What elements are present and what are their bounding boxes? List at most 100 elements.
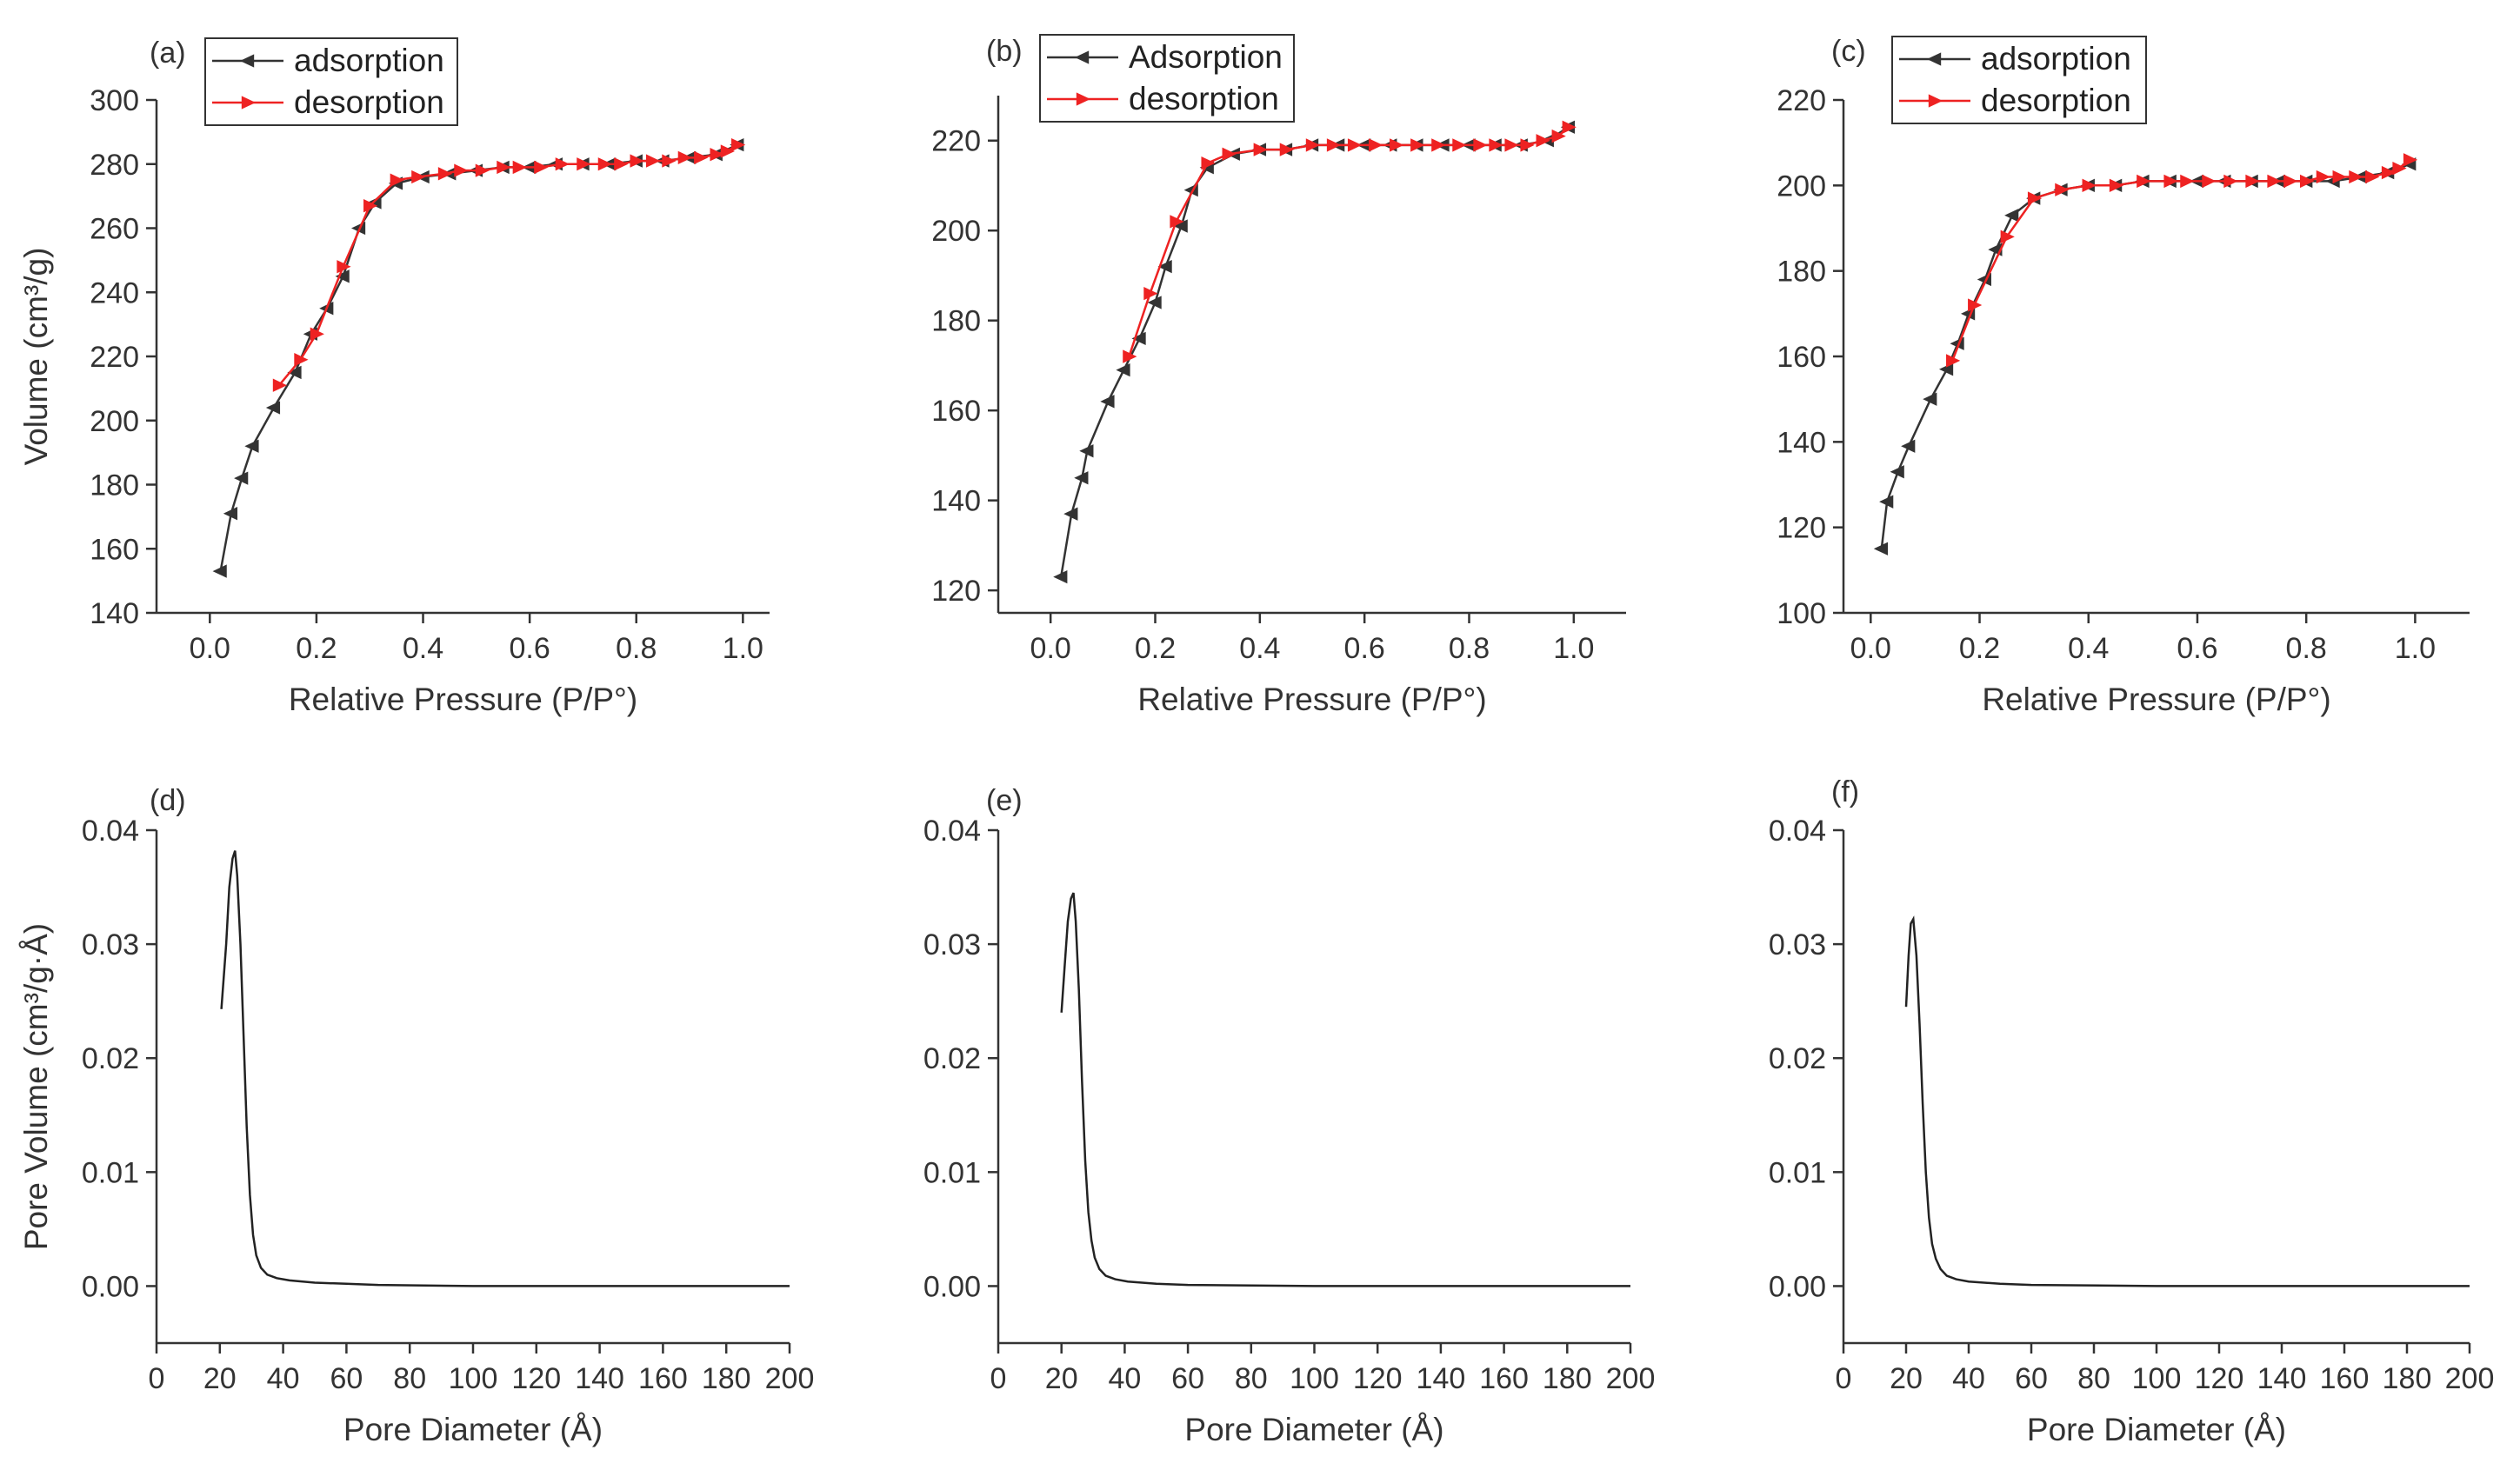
desorption-point [2299,174,2315,189]
desorption-point [1170,215,1184,229]
legend-label: adsorption [294,43,444,78]
desorption-point [390,173,404,187]
adsorption-point [1074,471,1089,485]
legend-label: desorption [1981,83,2131,118]
adsorption-point [335,269,350,283]
legend-box [204,37,458,126]
y-tick-label: 200 [90,405,139,438]
x-axis-title: Relative Pressure (P/P°) [1137,682,1486,717]
desorption-point [2202,174,2217,189]
y-tick-label: 0.03 [82,928,139,961]
y-tick-label: 160 [931,395,981,428]
x-tick-label: 0.0 [190,632,230,665]
y-tick-label: 300 [90,84,139,117]
desorption-point [555,157,570,171]
x-tick-label: 120 [2195,1362,2244,1395]
adsorption-point [265,401,281,415]
adsorption-point [244,439,259,453]
desorption-point [614,157,629,171]
desorption-point [454,163,469,177]
desorption-point [2403,153,2418,167]
y-tick-label: 180 [931,305,981,338]
x-tick-label: 20 [203,1362,237,1395]
desorption-point [1968,298,1983,312]
x-tick-label: 60 [330,1362,363,1395]
adsorption-point [287,365,302,380]
chart-panel-c: 0.0 0.2 0.4 0.6 0.8 1.0 100 120 140 160 180 200 220 R… [1777,35,2470,717]
desorption-point [577,157,591,171]
desorption-point [272,378,287,392]
legend-marker [1075,50,1090,64]
y-tick-label: 140 [1777,426,1826,459]
x-tick-label: 180 [1543,1362,1592,1395]
y-tick-label: 0.00 [82,1270,139,1303]
x-tick-label: 0.0 [1850,632,1891,665]
adsorption-point [1053,569,1068,584]
x-tick-label: 80 [2077,1362,2110,1395]
y-tick-label: 0.00 [923,1270,981,1303]
desorption-point [597,157,612,171]
y-tick-label: 220 [90,341,139,374]
desorption-point [2267,174,2282,189]
y-tick-label: 140 [931,485,981,518]
y-tick-label: 180 [90,469,139,502]
desorption-point [2000,229,2015,243]
legend-marker [1928,94,1943,108]
x-tick-label: 0.6 [1344,632,1385,665]
x-tick-label: 120 [1353,1362,1403,1395]
y-tick-label: 260 [90,213,139,246]
desorption-point [512,160,527,175]
desorption-point [1279,143,1294,156]
x-tick-label: 60 [1171,1362,1204,1395]
series-line-pore distribution [1904,915,2470,1287]
y-tick-label: 200 [931,215,981,248]
x-tick-label: 200 [2445,1362,2495,1395]
panel-label: (e) [986,784,1023,817]
chart-panel-d: 0 20 40 60 80 100 120 140 160 180 200 0.00 0.01 0.02 0… [18,784,814,1447]
desorption-point [731,137,746,152]
desorption-point [710,148,724,162]
series-line-pore distribution [220,850,790,1287]
y-tick-label: 0.01 [82,1156,139,1189]
desorption-point [1222,147,1237,161]
y-tick-label: 0.04 [923,815,981,848]
desorption-point [2027,191,2043,205]
panel-label: (b) [986,35,1023,68]
adsorption-point [1923,392,1937,406]
adsorption-point [234,471,249,485]
series-line-desorption [1128,126,1570,357]
y-tick-label: 0.03 [923,928,981,961]
legend-box [1039,34,1295,123]
x-tick-label: 100 [449,1362,498,1395]
adsorption-point [1873,542,1889,555]
chart-panel-f: 0 20 40 60 80 100 120 140 160 180 200 0.00 0.01 0.02 0… [1769,775,2495,1447]
x-tick-label: 180 [702,1362,751,1395]
desorption-point [497,160,511,175]
x-tick-label: 20 [1045,1362,1078,1395]
x-axis-title: Pore Diameter (Å) [2027,1412,2286,1447]
series-line-adsorption [1059,126,1570,577]
desorption-point [1123,349,1137,363]
legend-label: Adsorption [1129,39,1283,75]
legend-box [1891,36,2147,124]
y-tick-label: 0.01 [1769,1156,1826,1189]
adsorption-point [1116,363,1130,377]
x-tick-label: 1.0 [723,632,763,665]
adsorption-point [212,564,227,578]
legend-label: desorption [1129,81,1279,116]
adsorption-point [2004,209,2019,223]
desorption-point [2381,165,2397,180]
desorption-point [720,144,735,158]
x-tick-label: 120 [511,1362,561,1395]
x-tick-label: 100 [1290,1362,1339,1395]
y-axis-title: Pore Volume (cm³/g·Å) [18,923,54,1250]
x-tick-label: 0.2 [1135,632,1176,665]
desorption-point [475,163,490,177]
desorption-point [2332,170,2347,184]
x-axis-title: Relative Pressure (P/P°) [1982,682,2330,717]
desorption-point [534,160,549,175]
desorption-point [1305,138,1320,152]
y-tick-label: 0.02 [82,1042,139,1075]
y-tick-label: 280 [90,149,139,182]
